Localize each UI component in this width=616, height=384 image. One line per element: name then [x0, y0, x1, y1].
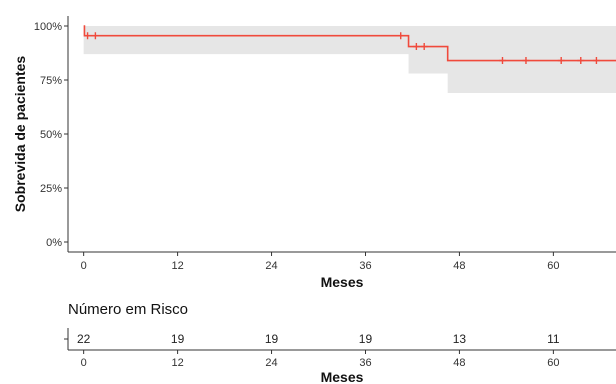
censor-mark [91, 32, 99, 40]
risk-count: 13 [453, 332, 467, 346]
risk-x-tick-label: 0 [81, 357, 87, 369]
censor-mark [522, 57, 530, 65]
censor-marks-group [84, 32, 600, 65]
y-tick-label: 75% [40, 75, 62, 87]
x-ticks-group: 0 12 24 36 48 60 [81, 252, 559, 272]
risk-table-title: Número em Risco [68, 301, 188, 318]
censor-mark [592, 57, 600, 65]
risk-count: 19 [359, 332, 373, 346]
x-tick-label: 24 [265, 260, 277, 272]
risk-x-tick-label: 48 [453, 357, 465, 369]
censor-mark [412, 43, 420, 51]
risk-count: 19 [171, 332, 185, 346]
risk-count: 19 [265, 332, 279, 346]
y-tick-label: 50% [40, 129, 62, 141]
x-tick-label: 60 [547, 260, 559, 272]
risk-x-tick-label: 60 [547, 357, 559, 369]
y-ticks-group: 0% 25% 50% 75% 100% [34, 21, 68, 249]
y-tick-label: 100% [34, 21, 62, 33]
y-tick-label: 25% [40, 183, 62, 195]
confidence-band [83, 26, 616, 93]
risk-x-tick-label: 36 [359, 357, 371, 369]
risk-count: 11 [547, 332, 560, 346]
survival-curve [83, 25, 616, 62]
x-tick-label: 48 [453, 260, 465, 272]
x-tick-label: 12 [171, 260, 183, 272]
x-tick-label: 36 [359, 260, 371, 272]
risk-x-ticks-group: 0 12 24 36 48 60 [81, 350, 559, 369]
censor-mark [577, 57, 585, 65]
censor-mark [498, 57, 506, 65]
censor-mark [84, 32, 92, 40]
risk-x-tick-label: 24 [265, 357, 277, 369]
censor-mark [420, 43, 428, 51]
censor-mark [557, 57, 565, 65]
x-tick-label: 0 [81, 260, 87, 272]
risk-count: 22 [77, 332, 91, 346]
risk-counts-group: 22 19 19 19 13 11 [77, 332, 560, 346]
y-tick-label: 0% [46, 237, 62, 249]
risk-table-x-axis-title: Meses [321, 369, 364, 384]
ci-band-group [83, 26, 616, 93]
y-axis-title: Sobrevida de pacientes [12, 56, 28, 213]
x-axis-title: Meses [321, 274, 364, 290]
censor-mark [397, 32, 405, 40]
survival-curve-group [83, 25, 616, 62]
risk-x-tick-label: 12 [171, 357, 183, 369]
